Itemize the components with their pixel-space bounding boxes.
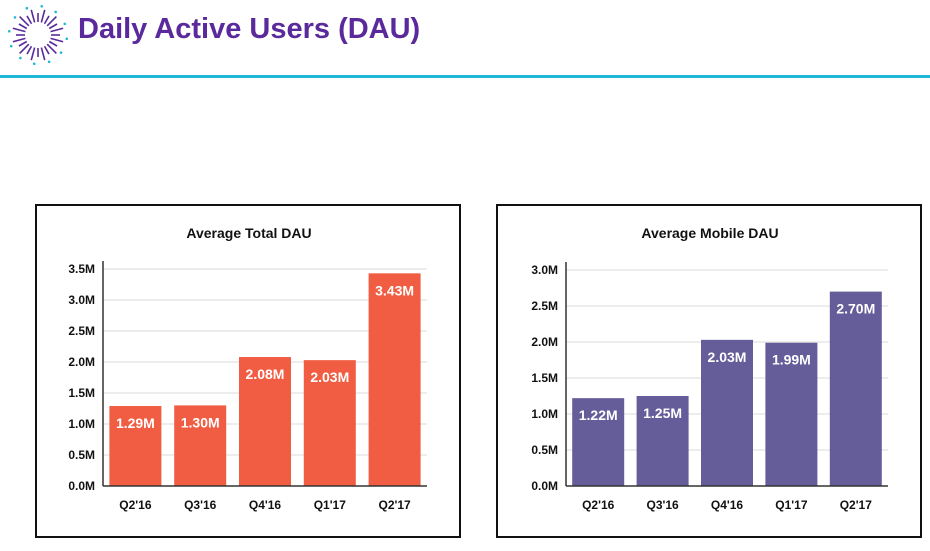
logo-ray [12, 37, 26, 43]
bar [239, 357, 291, 486]
logo-ray [26, 45, 33, 55]
data-label: 2.03M [708, 349, 747, 365]
logo-ray [30, 9, 36, 23]
chart-mobile-dau: Average Mobile DAU 0.0M 0.5M 1.0M 1.5M 2.0M 2.… [496, 204, 922, 538]
x-tick-label: Q2'17 [840, 498, 873, 512]
bar [303, 360, 356, 486]
data-label: 2.03M [310, 369, 349, 385]
logo-ray [40, 47, 46, 61]
logo-ray [50, 27, 64, 33]
y-tick-label: 3.0M [531, 263, 558, 277]
page-title: Daily Active Users (DAU) [78, 13, 421, 45]
bar [109, 406, 162, 486]
logo-dot [19, 56, 22, 60]
x-tick-label: Q2'17 [378, 498, 411, 512]
logo-ray [43, 15, 50, 25]
x-tick-label: Q4'16 [711, 498, 744, 512]
bar [636, 396, 689, 486]
logo-ray [30, 47, 36, 61]
logo-ray [18, 23, 28, 30]
logo-ray [26, 15, 33, 25]
logo-ray [19, 43, 30, 54]
data-label: 3.43M [375, 282, 414, 298]
logo-dot [47, 60, 51, 64]
bar [701, 339, 753, 486]
chart-total-dau: Average Total DAU 0.0M 0.5M 1.0M 1.5M 2.0M 2.5… [35, 204, 461, 538]
bar [368, 273, 421, 486]
logo-ray [19, 16, 30, 27]
y-tick-label: 3.5M [68, 262, 95, 276]
y-tick-label: 0.0M [68, 479, 95, 493]
logo-ray [40, 9, 46, 23]
x-tick-label: Q4'16 [249, 498, 282, 512]
starburst-logo-icon [7, 4, 69, 66]
x-tick-label: Q1'17 [314, 498, 347, 512]
y-tick-label: 1.0M [531, 407, 558, 421]
logo-dot [32, 62, 36, 66]
logo-dot [40, 4, 44, 8]
bar [765, 342, 818, 486]
y-tick-label: 2.5M [531, 299, 558, 313]
y-tick-label: 2.0M [68, 355, 95, 369]
data-label: 1.29M [116, 415, 155, 431]
y-tick-label: 1.0M [68, 417, 95, 431]
x-tick-label: Q2'16 [119, 498, 152, 512]
chart-title: Average Total DAU [186, 225, 311, 241]
logo-dot [7, 29, 11, 33]
data-label: 1.25M [643, 405, 682, 421]
logo-dot [63, 22, 67, 26]
logo-ray [43, 45, 50, 55]
chart-title: Average Mobile DAU [641, 225, 778, 241]
logo-dot [9, 44, 13, 48]
y-tick-label: 2.0M [531, 335, 558, 349]
logo-ray [48, 40, 58, 47]
logo-ray [50, 37, 64, 43]
y-tick-label: 1.5M [531, 371, 558, 385]
data-label: 1.99M [772, 352, 811, 368]
x-tick-label: Q2'16 [582, 498, 615, 512]
data-label: 1.30M [181, 414, 220, 430]
logo-dot [25, 6, 29, 10]
logo-ray [48, 23, 58, 30]
x-tick-label: Q3'16 [646, 498, 679, 512]
y-tick-label: 0.0M [531, 479, 558, 493]
data-label: 1.22M [579, 407, 618, 423]
logo-ray [18, 40, 28, 47]
x-tick-label: Q1'17 [775, 498, 808, 512]
data-label: 2.70M [836, 301, 875, 317]
logo-dot [65, 37, 69, 41]
logo-dot [59, 51, 63, 54]
logo-ray [12, 27, 26, 33]
logo-dot [13, 16, 17, 19]
y-tick-label: 0.5M [68, 448, 95, 462]
header-divider [0, 75, 930, 78]
bar [829, 291, 882, 486]
data-label: 2.08M [246, 366, 285, 382]
bar [174, 405, 227, 486]
logo-ray [46, 43, 57, 54]
y-tick-label: 0.5M [531, 443, 558, 457]
logo-ray [46, 16, 57, 27]
y-tick-label: 2.5M [68, 324, 95, 338]
logo-dot [54, 10, 57, 14]
y-tick-label: 1.5M [68, 386, 95, 400]
y-tick-label: 3.0M [68, 293, 95, 307]
bar [572, 398, 625, 486]
x-tick-label: Q3'16 [184, 498, 217, 512]
